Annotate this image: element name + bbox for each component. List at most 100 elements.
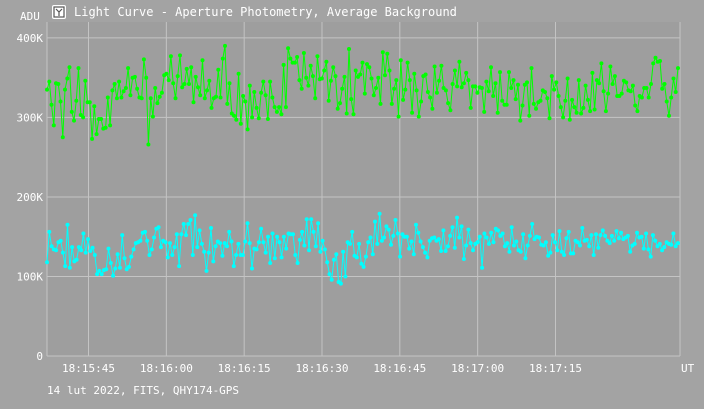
series-2-point (291, 232, 295, 237)
series-1-point (565, 76, 570, 81)
series-1-point (45, 87, 49, 92)
x-tick-label: 18:17:00 (451, 362, 504, 375)
series-1-point (425, 90, 430, 94)
series-1-point (232, 113, 236, 118)
series-1-point (507, 70, 511, 75)
series-1-point (398, 58, 403, 63)
series-1-point (335, 106, 340, 111)
series-2-point (138, 238, 143, 243)
series-2-point (63, 264, 68, 269)
series-1-point (525, 80, 529, 85)
series-2-point (420, 245, 425, 250)
series-2-point (70, 245, 75, 250)
series-2-point (641, 246, 646, 251)
series-2-point (635, 230, 639, 235)
series-1-point (671, 76, 676, 81)
series-1-point (619, 91, 624, 96)
series-2-point (368, 235, 373, 240)
series-1-point (146, 142, 151, 147)
series-2-point (537, 235, 541, 240)
series-2-point (612, 238, 617, 243)
series-2-point (418, 239, 423, 244)
series-1-point (166, 78, 171, 83)
series-2-point (425, 255, 430, 260)
series-2-point (441, 228, 446, 233)
series-2-point (60, 250, 65, 255)
series-2-point (480, 265, 485, 270)
series-1-point (385, 51, 390, 56)
series-2-point (88, 249, 93, 253)
series-1-point (49, 102, 54, 107)
series-2-point (411, 252, 416, 257)
series-1-point (236, 71, 241, 76)
series-1-point (644, 86, 649, 90)
series-1-point (673, 90, 678, 94)
series-2-point (439, 249, 444, 253)
series-2-point (541, 243, 546, 248)
series-2-point (676, 241, 680, 246)
series-1-point (198, 93, 203, 98)
series-1-point (227, 81, 232, 86)
series-1-point (660, 86, 665, 91)
series-2-point (202, 249, 207, 254)
series-2-point (341, 249, 346, 254)
series-1-point (157, 94, 162, 99)
series-1-point (322, 68, 327, 73)
series-2-point (416, 230, 421, 235)
series-2-point (297, 237, 302, 242)
series-2-point (188, 218, 193, 222)
series-2-point (222, 241, 227, 246)
series-1-point (428, 95, 433, 100)
series-1-point (315, 54, 320, 59)
series-1-point (434, 90, 439, 95)
series-1-point (159, 90, 164, 95)
series-2-point (384, 224, 389, 229)
series-1-point (367, 65, 372, 70)
series-1-point (570, 97, 575, 102)
series-1-point (531, 101, 536, 106)
series-2-point (254, 247, 259, 252)
series-1-point (513, 97, 518, 102)
series-1-point (191, 100, 196, 105)
series-2-point (673, 244, 678, 249)
series-1-point (653, 55, 658, 60)
series-1-point (175, 74, 180, 79)
series-2-point (186, 222, 191, 226)
y-tick-label: 300K (17, 111, 44, 124)
series-1-point (164, 71, 169, 76)
series-2-point (359, 261, 364, 266)
series-2-point (218, 241, 223, 246)
series-2-point (509, 225, 514, 230)
series-2-point (566, 229, 571, 234)
series-2-point (327, 272, 332, 277)
series-2-point (307, 248, 311, 253)
series-1-point (58, 99, 63, 104)
series-1-point (567, 117, 572, 122)
series-2-point (468, 241, 473, 246)
series-1-point (295, 55, 300, 59)
series-2-point (90, 245, 95, 250)
series-2-point (156, 225, 161, 230)
series-2-point (518, 249, 523, 254)
series-2-point (555, 248, 560, 253)
series-1-point (56, 82, 61, 86)
series-1-point (455, 84, 460, 89)
series-2-point (653, 238, 658, 243)
series-1-point (511, 78, 516, 83)
series-2-point (329, 277, 334, 282)
series-2-point (220, 253, 225, 258)
series-1-point (103, 125, 108, 130)
series-1-point (516, 82, 520, 87)
series-1-point (99, 117, 104, 121)
series-2-point (452, 245, 457, 250)
series-1-point (286, 46, 291, 51)
series-1-point (270, 95, 275, 100)
series-1-point (319, 76, 324, 81)
series-1-point (238, 121, 243, 126)
series-2-point (564, 236, 569, 241)
series-2-point (514, 239, 519, 244)
series-1-point (446, 101, 451, 106)
series-1-point (141, 57, 146, 62)
